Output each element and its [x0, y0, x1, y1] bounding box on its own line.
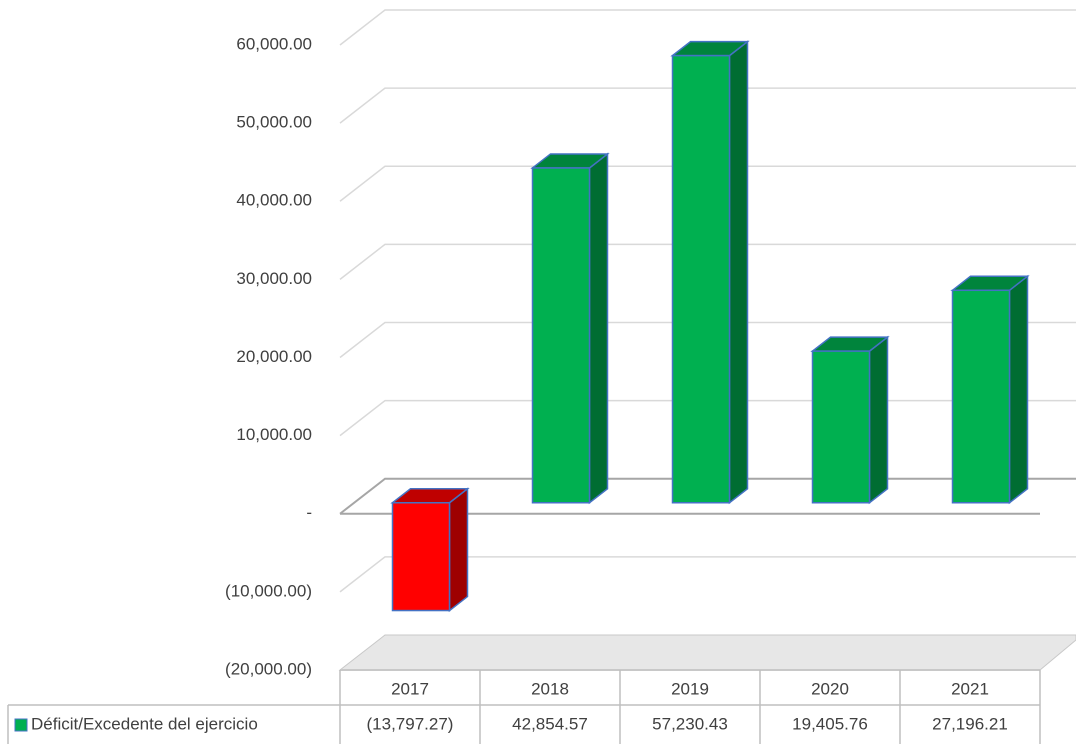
data-label: 57,230.43 [652, 714, 728, 733]
data-label: (13,797.27) [367, 714, 454, 733]
x-tick-label: 2017 [391, 679, 429, 698]
bar-side [1008, 274, 1029, 505]
y-tick-label: 60,000.00 [236, 34, 312, 53]
y-tick-label: (20,000.00) [225, 659, 312, 678]
y-tick-label: 50,000.00 [236, 113, 312, 132]
bar [951, 289, 1011, 504]
bar [671, 54, 731, 504]
y-tick-label: (10,000.00) [225, 581, 312, 600]
floor [338, 634, 1076, 671]
grid-line [339, 556, 1076, 593]
y-tick-label: 10,000.00 [236, 425, 312, 444]
bar-side [448, 487, 469, 613]
bar-side [868, 335, 889, 505]
grid-line [339, 321, 1076, 359]
y-tick-label: 30,000.00 [236, 269, 312, 288]
data-label: 19,405.76 [792, 714, 868, 733]
x-tick-label: 2020 [811, 679, 849, 698]
y-tick-label: 40,000.00 [236, 191, 312, 210]
data-label: 42,854.57 [512, 714, 588, 733]
bar-side [588, 152, 609, 505]
x-tick-label: 2019 [671, 679, 709, 698]
grid-line [339, 243, 1076, 280]
y-tick-label: 20,000.00 [236, 347, 312, 366]
x-tick-label: 2018 [531, 679, 569, 698]
y-tick-label: - [306, 503, 312, 522]
bar [531, 167, 591, 504]
data-label: 27,196.21 [932, 714, 1008, 733]
legend-label: Déficit/Excedente del ejercicio [31, 714, 258, 733]
x-tick-label: 2021 [951, 679, 989, 698]
grid-line [339, 165, 1076, 202]
grid-line [339, 9, 1076, 46]
grid-line [339, 87, 1076, 124]
bar [391, 502, 451, 612]
bar-side [728, 40, 749, 505]
bar [811, 350, 871, 504]
legend-swatch [14, 718, 28, 732]
